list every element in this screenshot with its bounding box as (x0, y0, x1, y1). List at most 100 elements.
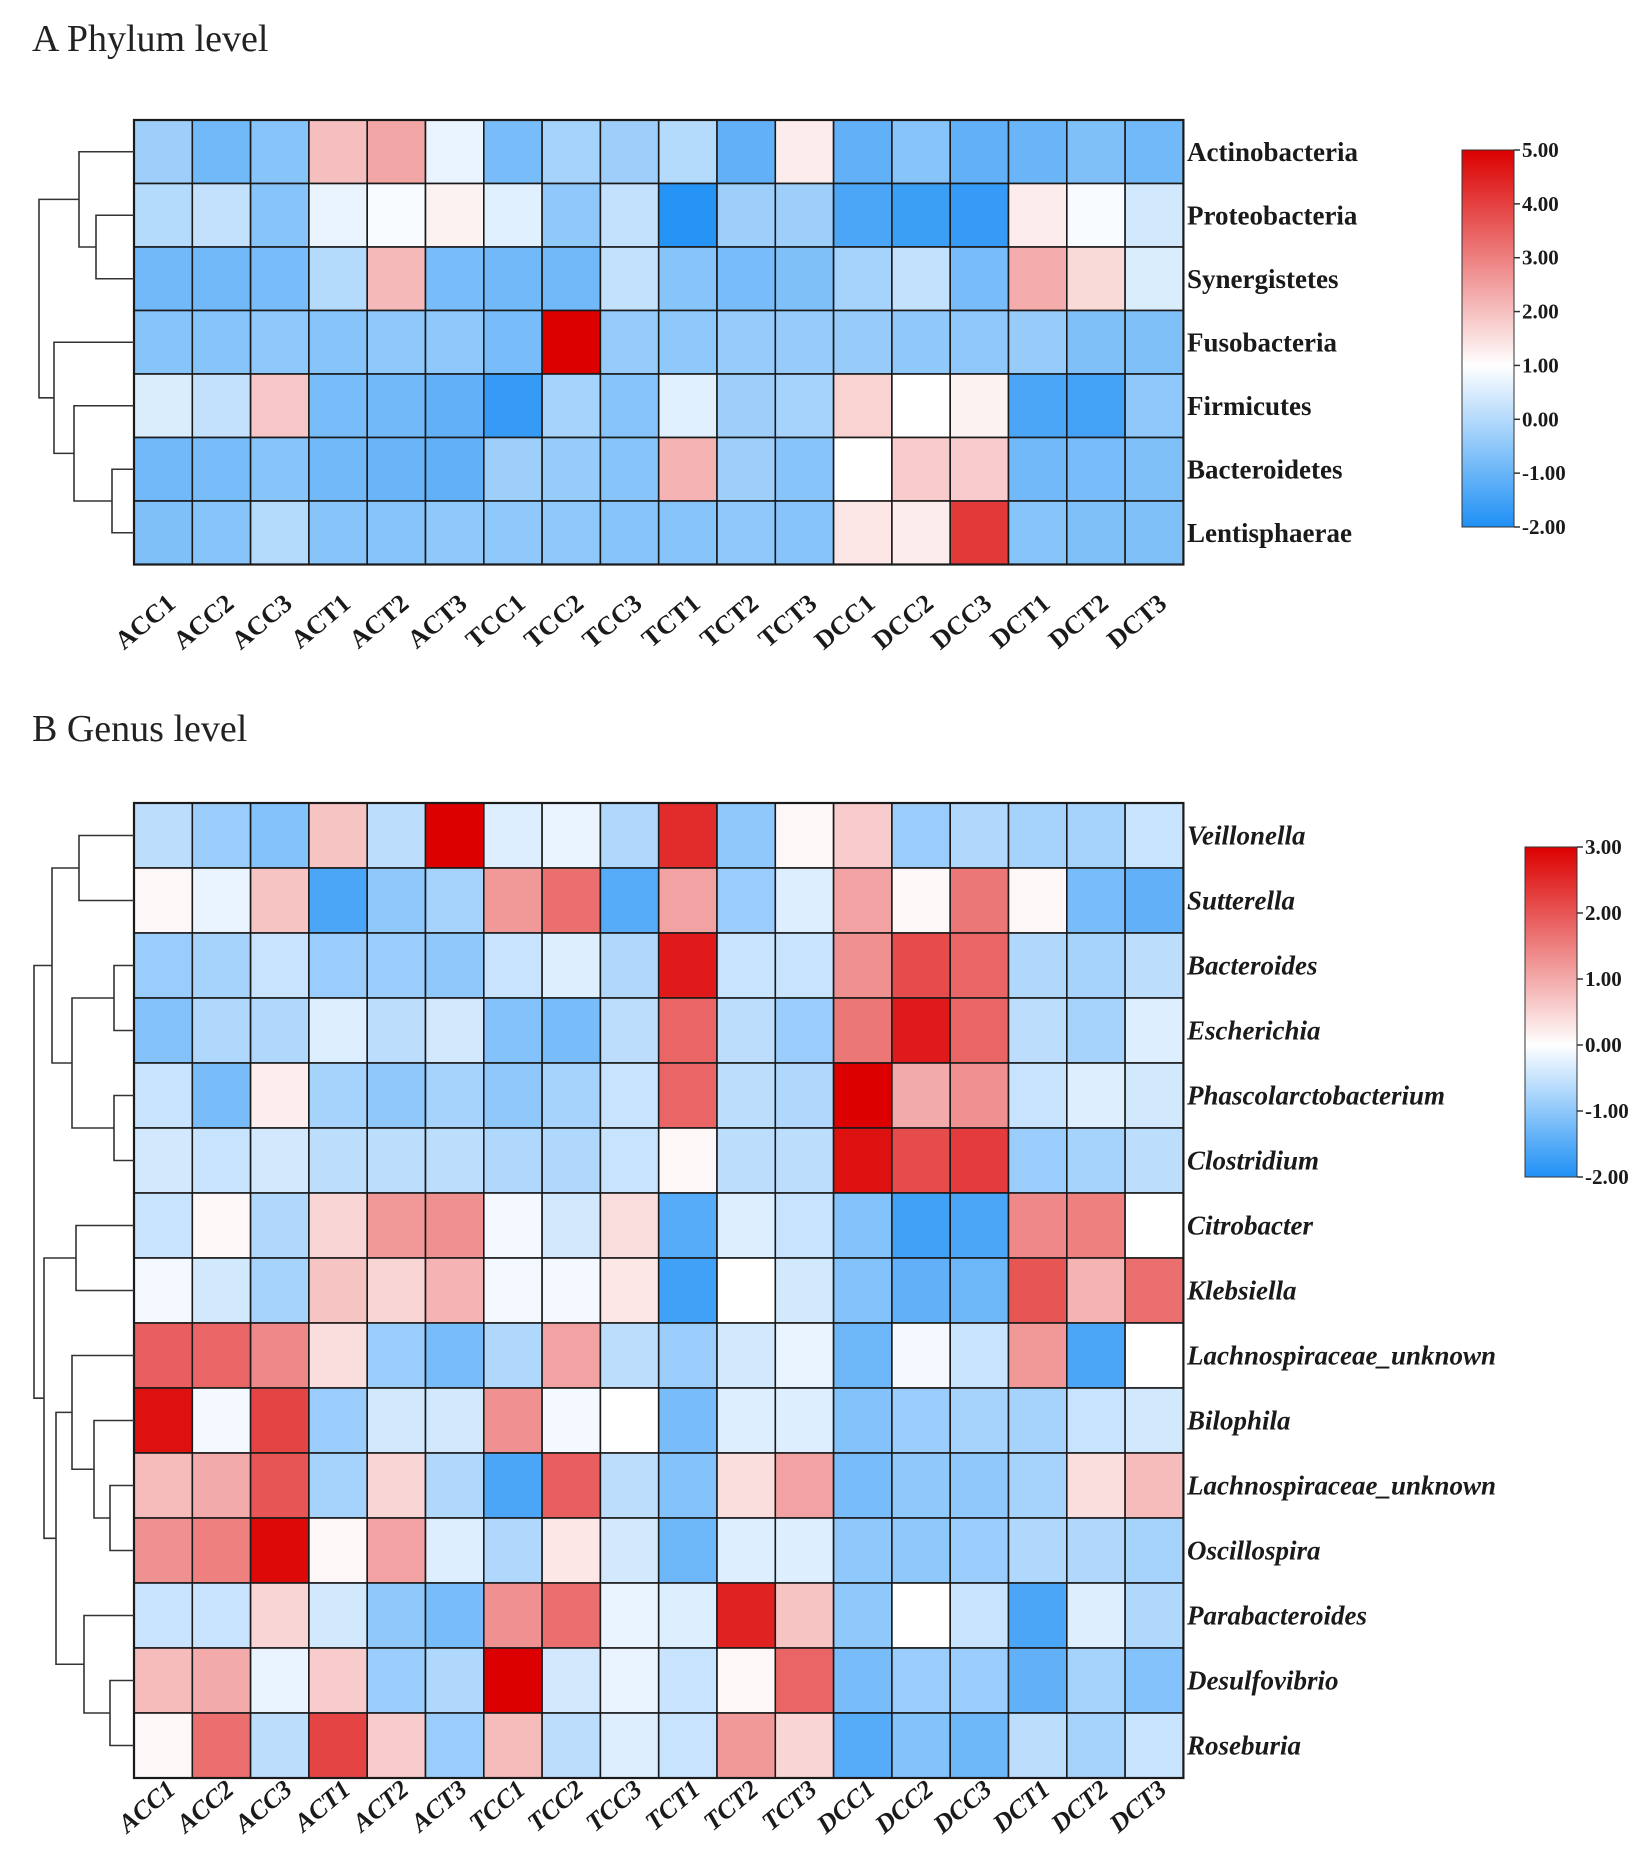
heatmap-cell (1066, 182, 1126, 248)
heatmap-cell (541, 1452, 602, 1519)
heatmap-cell (1007, 997, 1068, 1064)
column-label: TCC3 (580, 1774, 647, 1837)
heatmap-cell (133, 1062, 194, 1129)
heatmap-cell (366, 997, 427, 1064)
heatmap-cell (716, 436, 777, 502)
row-label: Bilophila (1186, 1406, 1291, 1436)
heatmap-cell (716, 119, 777, 185)
heatmap-cell (308, 802, 368, 869)
heatmap-cell (133, 1647, 194, 1714)
heatmap-cell (308, 1452, 368, 1519)
heatmap-cell (599, 373, 660, 439)
heatmap-cell (424, 1712, 485, 1779)
heatmap-cell (366, 119, 427, 185)
heatmap-cell (1124, 1647, 1185, 1714)
heatmap-cell (949, 1582, 1010, 1649)
heatmap-cell (482, 1452, 543, 1519)
heatmap-cell (891, 997, 952, 1064)
heatmap-cell (891, 1387, 952, 1454)
heatmap-cell (249, 182, 310, 248)
column-label: ACC3 (226, 588, 298, 655)
heatmap-cell (366, 1647, 427, 1714)
heatmap-cell (424, 182, 485, 248)
heatmap-cell (191, 1322, 252, 1389)
heatmap-cell (657, 1127, 718, 1194)
heatmap-cell (657, 246, 718, 312)
heatmap-cell (308, 1517, 368, 1584)
heatmap-cell (716, 1322, 777, 1389)
heatmap-cell (308, 867, 368, 934)
heatmap-cell (191, 436, 252, 502)
heatmap-cell (366, 1127, 427, 1194)
heatmap-cell (949, 1322, 1010, 1389)
heatmap-cell (308, 182, 368, 248)
heatmap-cell (191, 997, 252, 1064)
heatmap-cell (133, 1712, 194, 1779)
row-label: Firmicutes (1187, 391, 1311, 421)
heatmap-cell (249, 436, 310, 502)
heatmap-cell (599, 1257, 660, 1324)
heatmap-cell (1007, 500, 1068, 566)
heatmap-cell (133, 373, 194, 439)
heatmap-cell (191, 1647, 252, 1714)
heatmap-cell (249, 119, 310, 185)
column-label: TCC2 (518, 588, 589, 654)
heatmap-cell (191, 1582, 252, 1649)
heatmap-cell (949, 867, 1010, 934)
heatmap-cell (949, 182, 1010, 248)
column-label: ACC3 (228, 1774, 298, 1839)
heatmap-cell (541, 1322, 602, 1389)
heatmap-cell (832, 119, 893, 185)
heatmap-cell (482, 1647, 543, 1714)
heatmap-cell (657, 119, 718, 185)
column-label: ACT3 (404, 1774, 473, 1838)
heatmap-cell (1007, 1322, 1068, 1389)
row-label: Actinobacteria (1187, 137, 1358, 167)
heatmap-cell (657, 802, 718, 869)
heatmap-cell (949, 1712, 1010, 1779)
heatmap-cell (891, 1192, 952, 1259)
heatmap-cell (424, 436, 485, 502)
heatmap-cell (832, 373, 893, 439)
heatmap-cell (191, 1517, 252, 1584)
heatmap-cell (774, 1517, 835, 1584)
heatmap-cell (1066, 1517, 1126, 1584)
heatmap-cell (541, 246, 602, 312)
heatmap-cell (657, 867, 718, 934)
heatmap-cell (482, 500, 543, 566)
heatmap-cell (424, 309, 485, 375)
heatmap-cell (657, 373, 718, 439)
heatmap-cell (1124, 932, 1185, 999)
heatmap-cell (1007, 867, 1068, 934)
column-label: TCT1 (636, 588, 706, 653)
heatmap-cell (774, 500, 835, 566)
heatmap-cell (249, 1387, 310, 1454)
heatmap-cell (191, 1452, 252, 1519)
heatmap-cell (832, 1387, 893, 1454)
heatmap-cell (191, 246, 252, 312)
heatmap-cell (774, 1647, 835, 1714)
colorbar-tick-label: 3.00 (1585, 835, 1622, 859)
row-label: Phascolarctobacterium (1186, 1081, 1445, 1111)
heatmap-cell (599, 1582, 660, 1649)
heatmap-cell (249, 1582, 310, 1649)
heatmap-cell (774, 309, 835, 375)
heatmap-cell (249, 1322, 310, 1389)
column-label: ACT3 (402, 588, 473, 654)
heatmap-cell (716, 1517, 777, 1584)
heatmap-cell (599, 1452, 660, 1519)
heatmap-cell (308, 1192, 368, 1259)
heatmap-cell (133, 1192, 194, 1259)
heatmap-cell (1007, 1127, 1068, 1194)
heatmap-cell (1124, 997, 1185, 1064)
heatmap-cell (1007, 1647, 1068, 1714)
heatmap-cell (599, 1062, 660, 1129)
heatmap-cell (1007, 119, 1068, 185)
heatmap-cell (482, 1322, 543, 1389)
row-label: Lachnospiraceae_unknown (1186, 1471, 1496, 1501)
row-label: Synergistetes (1187, 264, 1338, 294)
colorbar-tick-label: 1.00 (1585, 967, 1622, 991)
heatmap-cell (949, 500, 1010, 566)
heatmap-cell (832, 1582, 893, 1649)
column-label: TCT2 (698, 1774, 764, 1836)
